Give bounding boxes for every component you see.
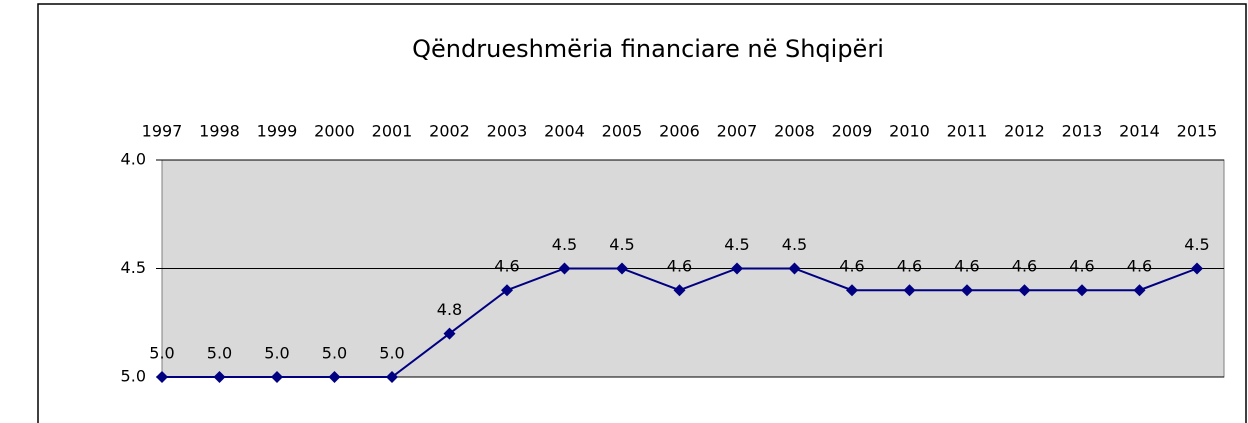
- data-label: 4.6: [1012, 257, 1037, 276]
- data-label: 5.0: [207, 344, 232, 363]
- data-label: 4.6: [954, 257, 979, 276]
- data-label: 4.5: [782, 235, 807, 254]
- data-label: 4.6: [494, 257, 519, 276]
- data-label: 5.0: [322, 344, 347, 363]
- x-tick-label: 2002: [429, 122, 470, 141]
- data-point: [788, 262, 801, 275]
- data-point: [961, 284, 973, 297]
- data-label: 4.5: [1184, 235, 1209, 254]
- x-tick-label: 2000: [314, 122, 355, 141]
- data-label: 4.5: [552, 235, 577, 254]
- x-tick-label: 2001: [372, 122, 413, 141]
- data-label: 4.5: [609, 235, 634, 254]
- data-label: 4.6: [897, 257, 922, 276]
- y-tick-label: 4.5: [121, 258, 146, 277]
- x-tick-label: 2015: [1177, 122, 1218, 141]
- x-tick-label: 2006: [659, 122, 700, 141]
- data-point: [386, 371, 398, 383]
- y-tick-label: 5.0: [121, 367, 146, 386]
- data-point: [501, 284, 513, 297]
- x-tick-label: 2005: [602, 122, 643, 141]
- data-point: [156, 371, 168, 383]
- y-tick-label: 4.0: [121, 150, 146, 169]
- x-tick-label: 2004: [544, 122, 585, 141]
- data-point: [1133, 284, 1146, 297]
- x-tick-label: 2012: [1004, 122, 1045, 141]
- x-tick-label: 2014: [1119, 122, 1160, 141]
- data-point: [673, 284, 686, 297]
- x-tick-label: 2009: [832, 122, 873, 141]
- x-tick-label: 2013: [1062, 122, 1103, 141]
- data-label: 5.0: [264, 344, 289, 363]
- x-tick-label: 2003: [487, 122, 528, 141]
- x-tick-label: 1999: [257, 122, 298, 141]
- data-label: 4.5: [724, 235, 749, 254]
- data-point: [903, 284, 916, 297]
- x-tick-label: 2011: [947, 122, 988, 141]
- data-label: 4.6: [1127, 257, 1152, 276]
- data-point: [1018, 284, 1031, 297]
- data-point: [846, 284, 858, 297]
- x-tick-label: 1997: [142, 122, 183, 141]
- data-label: 4.8: [437, 300, 462, 319]
- data-label: 4.6: [839, 257, 864, 276]
- x-tick-label: 1998: [199, 122, 240, 141]
- data-point: [213, 371, 226, 383]
- x-tick-label: 2008: [774, 122, 815, 141]
- data-label: 5.0: [379, 344, 404, 363]
- x-tick-label: 2007: [717, 122, 758, 141]
- data-point: [1191, 262, 1203, 275]
- data-label: 4.6: [1069, 257, 1094, 276]
- data-point: [731, 262, 743, 275]
- data-point: [1076, 284, 1088, 297]
- chart-title: Qëndrueshmëria financiare në Shqipëri: [412, 35, 884, 63]
- data-point: [443, 327, 456, 340]
- data-point: [328, 371, 341, 383]
- data-point: [271, 371, 283, 383]
- data-point: [616, 262, 628, 275]
- data-point: [558, 262, 571, 275]
- x-tick-label: 2010: [889, 122, 930, 141]
- data-label: 4.6: [667, 257, 692, 276]
- data-label: 5.0: [149, 344, 174, 363]
